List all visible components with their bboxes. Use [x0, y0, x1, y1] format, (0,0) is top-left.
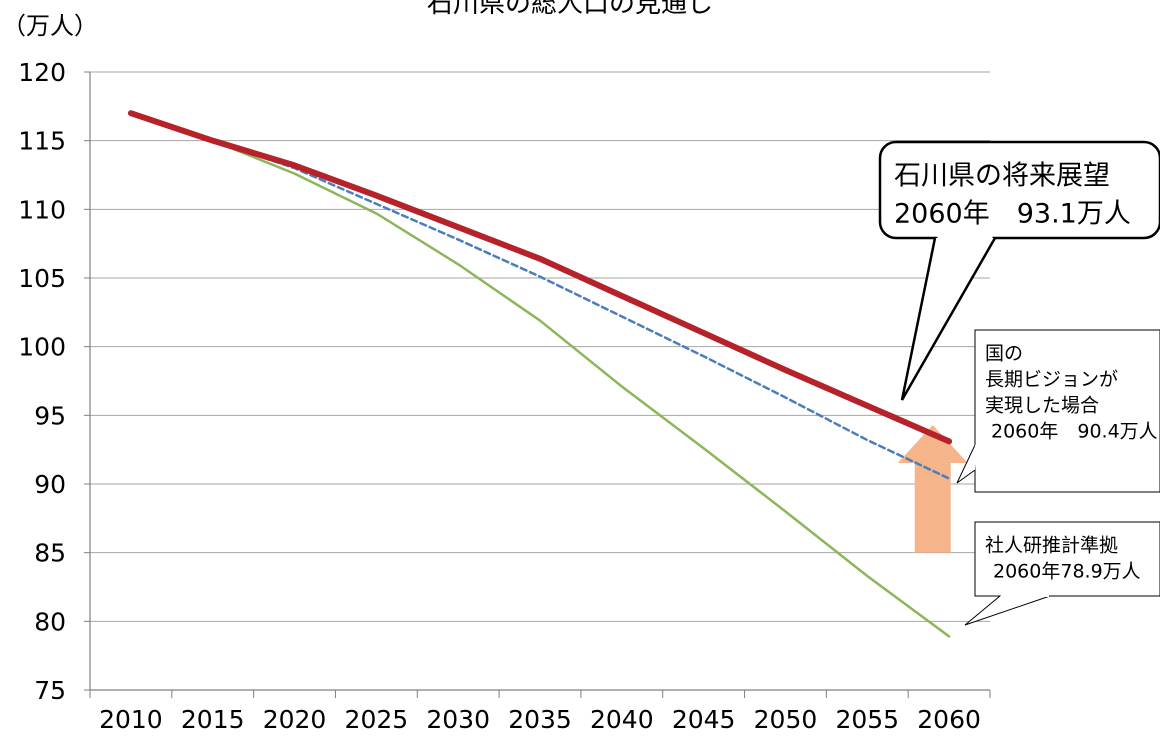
- gridlines: [90, 71, 990, 622]
- x-tick-label-2030: 2030: [426, 705, 490, 734]
- chart-title: 石川県の総人口の見通し: [427, 0, 713, 19]
- y-tick-label-95: 95: [34, 401, 66, 430]
- callout-box-2: [974, 329, 1160, 493]
- series-lines: [127, 110, 953, 638]
- improvement-arrow: [897, 424, 968, 553]
- x-tick-label-2050: 2050: [754, 705, 818, 734]
- series-line-1: [127, 110, 953, 445]
- callout-box-3: [974, 521, 1160, 597]
- callout-tail-1: [900, 237, 997, 401]
- callout-3: 社人研推計準拠 2060年78.9万人: [964, 521, 1160, 626]
- callout-2-line-1: 国の: [985, 343, 1023, 365]
- y-tick-label-80: 80: [34, 607, 66, 636]
- series-line-2: [129, 111, 951, 480]
- y-tick-label-105: 105: [18, 264, 66, 293]
- callout-2-line-4: 2060年 90.4万人: [991, 421, 1158, 443]
- y-tick-label-75: 75: [34, 676, 66, 705]
- tick-labels: 75 80 85 90 95 100 105 110 115 120 2010 2015 2020 202…: [18, 58, 981, 734]
- x-tick-label-2055: 2055: [835, 705, 899, 734]
- y-tick-label-90: 90: [34, 470, 66, 499]
- callout-3-line-2: 2060年78.9万人: [993, 561, 1141, 583]
- callout-tail-2: [956, 444, 976, 484]
- callout-box-1: [878, 140, 1160, 240]
- callout-2-line-3: 実現した場合: [985, 395, 1099, 417]
- y-axis-unit-label: （万人）: [2, 12, 98, 40]
- callout-1-line-2: 2060年 93.1万人: [894, 199, 1131, 230]
- x-tick-label-2010: 2010: [99, 705, 163, 734]
- up-arrow: [897, 424, 968, 553]
- x-tick-label-2025: 2025: [345, 705, 409, 734]
- y-tick-label-120: 120: [18, 58, 66, 87]
- callout-1-line-1: 石川県の将来展望: [894, 161, 1110, 192]
- axes: [84, 71, 991, 698]
- callout-1: 石川県の将来展望 2060年 93.1万人: [878, 140, 1160, 401]
- y-tick-label-100: 100: [18, 333, 66, 362]
- x-tick-label-2045: 2045: [672, 705, 736, 734]
- callout-tail-3: [964, 595, 1051, 626]
- x-tick-label-2015: 2015: [181, 705, 245, 734]
- x-tick-label-2040: 2040: [590, 705, 654, 734]
- series-line-3: [129, 111, 951, 638]
- x-tick-label-2020: 2020: [263, 705, 327, 734]
- x-tick-label-2060: 2060: [917, 705, 981, 734]
- x-tick-label-2035: 2035: [508, 705, 572, 734]
- y-tick-label-110: 110: [18, 195, 66, 224]
- y-tick-label-85: 85: [34, 539, 66, 568]
- callout-3-line-1: 社人研推計準拠: [985, 535, 1118, 557]
- callout-2-line-2: 長期ビジョンが: [985, 369, 1118, 391]
- callout-tail-join-2: [973, 444, 977, 471]
- y-tick-label-115: 115: [18, 127, 66, 156]
